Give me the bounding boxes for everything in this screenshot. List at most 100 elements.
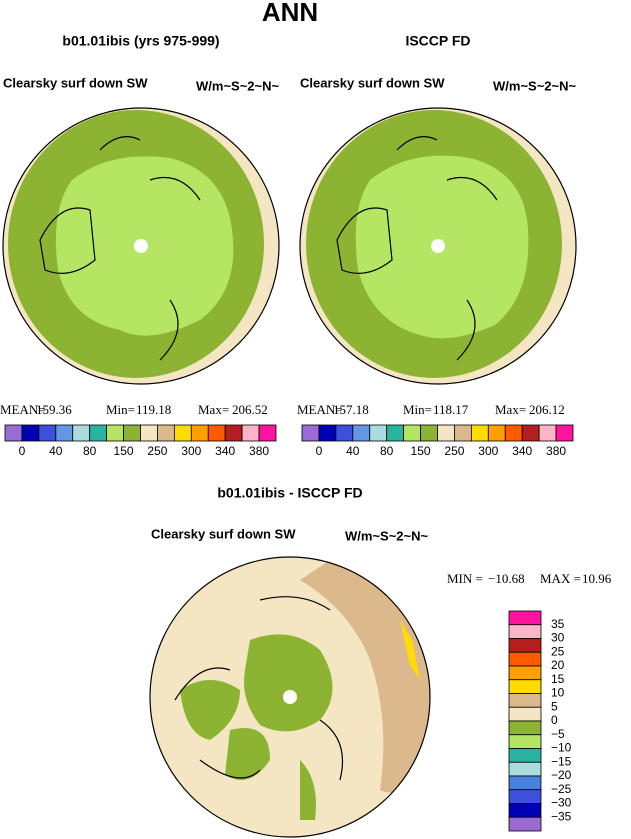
colorbar-label: 300 [478, 444, 498, 458]
colorbar-label: −10 [551, 741, 572, 755]
stat-value: 206.12 [529, 402, 565, 417]
colorbar-box [4, 424, 23, 442]
colorbar-box [207, 424, 226, 442]
stat-label: Min= [403, 402, 432, 417]
colorbar-label: 250 [444, 444, 464, 458]
colorbar-box [508, 651, 542, 667]
colorbar-box [352, 424, 371, 442]
colorbar-box [504, 424, 523, 442]
colorbar-box [403, 424, 421, 442]
colorbar-label: 80 [83, 444, 97, 458]
colorbar-box [508, 816, 542, 832]
colorbar-box [555, 424, 574, 442]
colorbar-box [538, 424, 557, 442]
stat-label: MAX = [540, 571, 581, 586]
colorbar-box [335, 424, 354, 442]
stat-label: Min= [106, 402, 135, 417]
colorbar-label: 150 [114, 444, 134, 458]
colorbar-label: 380 [546, 444, 566, 458]
colorbar-box [508, 775, 542, 791]
colorbar-label: 40 [346, 444, 360, 458]
units-label: W/m~S~2~N~ [345, 528, 429, 543]
colorbar-box [301, 424, 320, 442]
colorbar-label: 0 [551, 713, 558, 727]
colorbar-label: 15 [551, 672, 565, 686]
figure-title: ANN [262, 0, 318, 27]
panel-title: b01.01ibis (yrs 975-999) [62, 33, 219, 49]
colorbar-box [508, 761, 542, 777]
colorbar-label: 30 [551, 631, 565, 645]
colorbar-label: 340 [215, 444, 235, 458]
stat-value: 118.17 [433, 402, 469, 417]
variable-label: Clearsky surf down SW [3, 75, 148, 90]
colorbar-box [420, 424, 438, 442]
colorbar-box [157, 424, 175, 442]
colorbar-box [508, 679, 542, 694]
stat-value: 119.18 [136, 402, 171, 417]
colorbar-box [190, 424, 209, 442]
colorbar-box [508, 748, 542, 763]
colorbar-box [72, 424, 91, 442]
map [150, 557, 430, 837]
colorbar-box [508, 734, 542, 749]
colorbar-box [521, 424, 540, 442]
colorbar-box [38, 424, 57, 442]
colorbar-label: 0 [316, 444, 323, 458]
units-label: W/m~S~2~N~ [493, 78, 577, 93]
colorbar-box [508, 706, 542, 722]
colorbar-box [487, 424, 506, 442]
colorbar-label: −30 [551, 796, 572, 810]
colorbar-box [89, 424, 108, 442]
colorbar-box [241, 424, 260, 442]
stat-label: MIN = [447, 571, 483, 586]
colorbar-box [173, 424, 192, 442]
stat-label: MEAN= [0, 402, 46, 417]
colorbar-box [508, 720, 542, 736]
stat-value: −10.68 [488, 571, 525, 586]
colorbar-box [454, 424, 472, 442]
colorbar-label: −15 [551, 754, 572, 768]
colorbar-label: −5 [551, 727, 565, 741]
colorbar-label: 250 [147, 444, 167, 458]
colorbar-box [508, 789, 542, 804]
stat-value: 159.36 [36, 402, 72, 417]
colorbar-label: 10 [551, 686, 565, 700]
colorbar-box [55, 424, 74, 442]
stat-label: MEAN= [297, 402, 343, 417]
colorbar-label: −25 [551, 782, 572, 796]
colorbar-box [437, 424, 455, 442]
colorbar-label: 35 [551, 617, 565, 631]
stat-label: Max= [198, 402, 229, 417]
variable-label: Clearsky surf down SW [300, 75, 445, 90]
colorbar-label: 20 [551, 658, 565, 672]
variable-label: Clearsky surf down SW [151, 526, 296, 541]
stat-label: Max= [495, 402, 526, 417]
colorbar-box [508, 638, 542, 653]
panel-title: ISCCP FD [405, 33, 470, 49]
stat-value: 157.18 [333, 402, 369, 417]
colorbar-label: 300 [181, 444, 201, 458]
map [3, 108, 279, 384]
panel-title: b01.01ibis - ISCCP FD [217, 485, 362, 501]
colorbar-label: 150 [411, 444, 431, 458]
colorbar-box [369, 424, 388, 442]
units-label: W/m~S~2~N~ [196, 78, 280, 93]
colorbar-box [318, 424, 337, 442]
colorbar-label: 5 [551, 699, 558, 713]
colorbar-box [21, 424, 40, 442]
colorbar-box [508, 624, 542, 639]
colorbar-label: −35 [551, 809, 572, 823]
colorbar-label: 340 [512, 444, 532, 458]
colorbar-label: 380 [249, 444, 269, 458]
colorbar-box [140, 424, 158, 442]
colorbar-box [508, 803, 542, 818]
colorbar-box [123, 424, 141, 442]
colorbar-label: 25 [551, 644, 565, 658]
colorbar-box [508, 665, 542, 681]
colorbar-box [470, 424, 489, 442]
colorbar-label: 80 [380, 444, 394, 458]
colorbar-label: 40 [49, 444, 63, 458]
colorbar-box [386, 424, 405, 442]
colorbar-box [258, 424, 277, 442]
